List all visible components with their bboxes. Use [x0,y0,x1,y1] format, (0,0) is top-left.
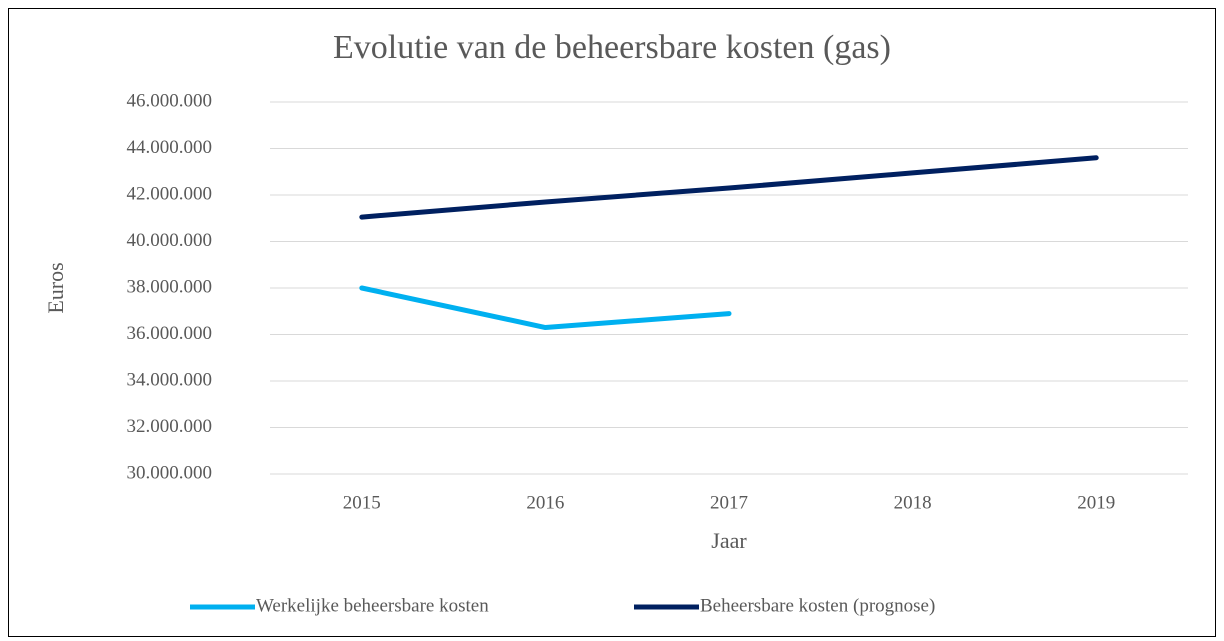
x-tick-label: 2019 [1077,492,1115,513]
legend-label: Werkelijke beheersbare kosten [256,595,489,616]
y-tick-label: 36.000.000 [127,323,213,344]
x-tick-label: 2015 [343,492,381,513]
y-tick-label: 40.000.000 [127,230,213,251]
series-line [359,155,1099,220]
y-tick-label: 46.000.000 [127,90,213,111]
x-tick-label: 2018 [894,492,932,513]
legend-label: Beheersbare kosten (prognose) [700,595,935,616]
y-tick-label: 38.000.000 [127,276,213,297]
y-tick-label: 32.000.000 [127,416,213,437]
y-tick-label: 44.000.000 [127,137,213,158]
series-line [359,285,732,331]
y-tick-label: 34.000.000 [127,369,213,390]
x-axis-title: Jaar [711,528,747,553]
y-tick-label: 30.000.000 [127,462,213,483]
x-tick-label: 2017 [710,492,748,513]
y-axis-title: Euros [43,262,68,313]
x-tick-label: 2016 [526,492,564,513]
y-tick-label: 42.000.000 [127,183,213,204]
chart-title: Evolutie van de beheersbare kosten (gas) [333,29,891,66]
